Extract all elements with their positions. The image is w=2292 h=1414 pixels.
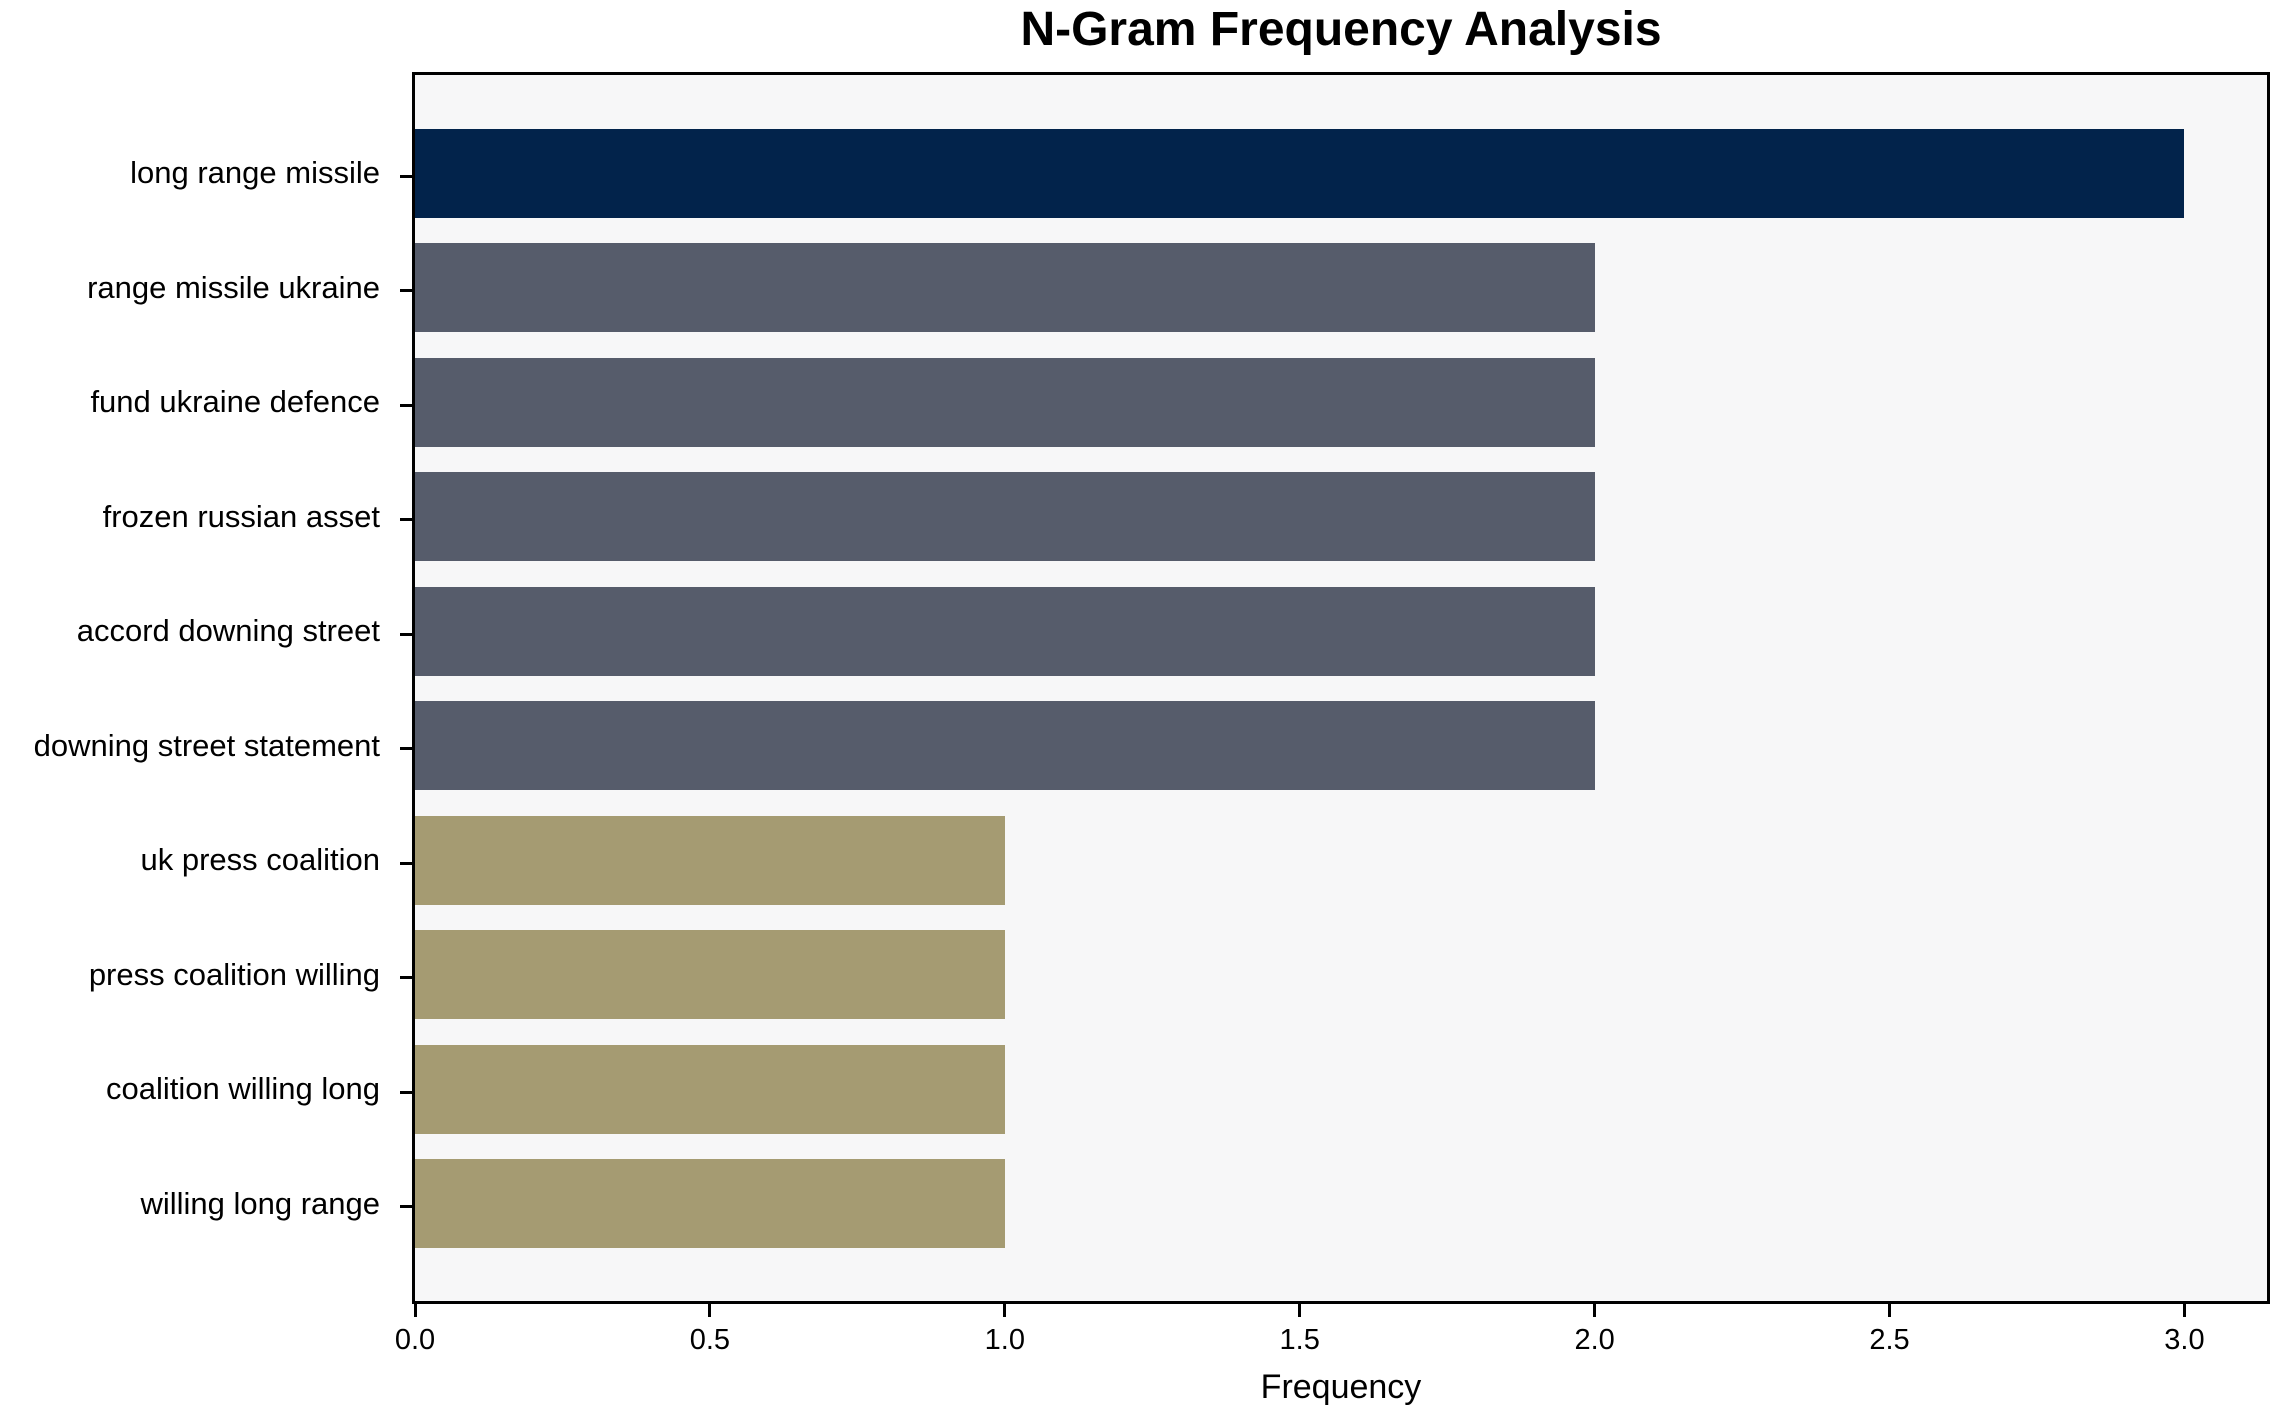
bar-3 xyxy=(415,472,1595,561)
bar-9 xyxy=(415,1159,1005,1248)
y-tick-mark xyxy=(400,174,412,178)
bar-7 xyxy=(415,930,1005,1019)
y-tick-label: willing long range xyxy=(140,1185,380,1221)
x-tick-label: 0.0 xyxy=(394,1324,436,1356)
x-tick-label: 2.0 xyxy=(1574,1324,1615,1356)
y-tick-label: accord downing street xyxy=(76,613,380,648)
x-axis: 0.0 0.5 1.0 1.5 2.0 2.5 3.0 xyxy=(395,1304,2267,1414)
y-tick-label: press coalition willing xyxy=(88,956,380,992)
bar-2 xyxy=(415,357,1595,447)
bar-8 xyxy=(415,1044,1005,1134)
y-tick-mark xyxy=(400,976,412,979)
bar-6 xyxy=(415,815,1005,905)
y-tick-mark xyxy=(400,289,412,292)
bar-5 xyxy=(415,701,1595,790)
y-axis: long range missile range missile ukraine f… xyxy=(0,72,412,1304)
x-axis-label: Frequency xyxy=(1260,1368,1422,1406)
x-tick-mark xyxy=(1298,1304,1302,1317)
x-tick-mark xyxy=(413,1304,417,1317)
x-tick-label: 0.5 xyxy=(689,1324,731,1356)
y-tick-label: frozen russian asset xyxy=(102,498,380,534)
y-tick-label: uk press coalition xyxy=(140,842,380,877)
x-tick-mark xyxy=(2182,1304,2186,1317)
y-tick-label: coalition willing long xyxy=(106,1071,380,1106)
x-tick-label: 1.0 xyxy=(984,1324,1025,1356)
y-tick-label: downing street statement xyxy=(33,727,380,763)
x-tick-label: 2.5 xyxy=(1869,1324,1910,1356)
x-tick-mark xyxy=(1593,1304,1597,1317)
x-tick-mark xyxy=(1003,1304,1007,1317)
y-tick-mark xyxy=(400,1090,412,1094)
y-tick-label: fund ukraine defence xyxy=(90,384,380,419)
y-tick-label: long range missile xyxy=(130,155,380,190)
x-tick-mark xyxy=(708,1304,712,1317)
chart-title: N-Gram Frequency Analysis xyxy=(1020,3,1662,56)
y-tick-mark xyxy=(400,632,412,636)
x-tick-label: 3.0 xyxy=(2164,1324,2205,1356)
bar-0 xyxy=(415,128,2185,218)
y-tick-label: range missile ukraine xyxy=(87,269,380,305)
plot-area xyxy=(412,72,2270,1304)
x-tick-mark xyxy=(1888,1304,1892,1317)
y-tick-mark xyxy=(400,518,412,521)
bar-4 xyxy=(415,586,1595,676)
y-tick-mark xyxy=(400,861,412,865)
y-tick-mark xyxy=(400,747,412,750)
bar-1 xyxy=(415,243,1595,332)
y-tick-mark xyxy=(400,1205,412,1208)
y-tick-mark xyxy=(400,403,412,407)
x-tick-label: 1.5 xyxy=(1279,1324,1320,1356)
